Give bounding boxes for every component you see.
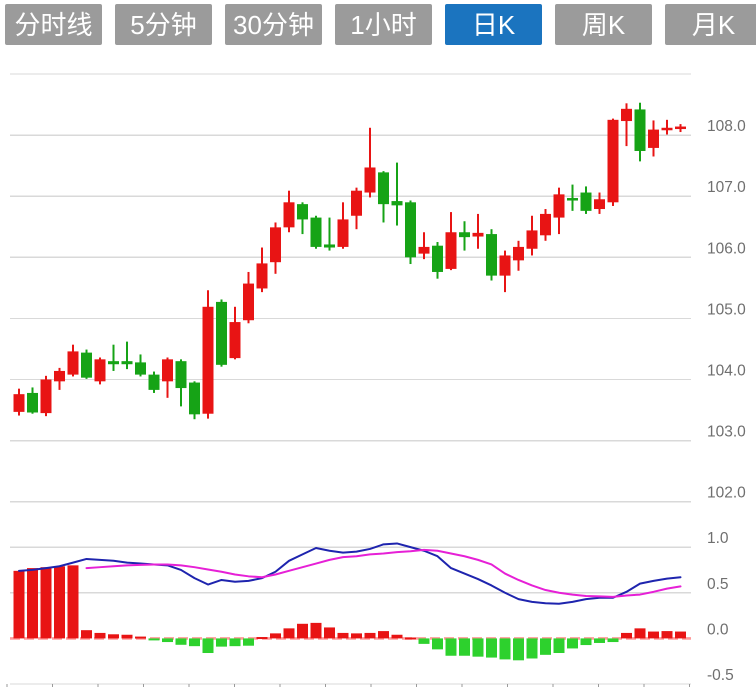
- tab-daily-k[interactable]: 日K: [445, 4, 542, 45]
- y-axis-labels: 108.0 107.0 106.0 105.0 104.0 103.0 102.0 1.0 0.…: [707, 118, 746, 684]
- svg-text:0.0: 0.0: [707, 621, 729, 638]
- period-tab-bar: 分时线 5分钟 30分钟 1小时 日K 周K 月K: [5, 4, 756, 45]
- macd-grid: [10, 546, 691, 685]
- svg-text:103.0: 103.0: [707, 424, 746, 441]
- svg-text:104.0: 104.0: [707, 363, 746, 380]
- svg-text:106.0: 106.0: [707, 240, 746, 257]
- dif-line: [18, 542, 682, 605]
- svg-text:102.0: 102.0: [707, 485, 746, 502]
- tab-monthly-k[interactable]: 月K: [665, 4, 756, 45]
- tab-5min[interactable]: 5分钟: [115, 4, 212, 45]
- svg-text:1.0: 1.0: [707, 530, 729, 547]
- tab-time-line[interactable]: 分时线: [5, 4, 102, 45]
- svg-text:0.5: 0.5: [707, 576, 729, 593]
- candles: [13, 102, 686, 420]
- tab-weekly-k[interactable]: 周K: [555, 4, 652, 45]
- svg-text:107.0: 107.0: [707, 179, 746, 196]
- dea-line: [85, 548, 682, 598]
- tab-1hour[interactable]: 1小时: [335, 4, 432, 45]
- tab-30min[interactable]: 30分钟: [225, 4, 322, 45]
- svg-text:-0.5: -0.5: [707, 667, 734, 684]
- svg-text:108.0: 108.0: [707, 118, 746, 135]
- price-grid: [10, 73, 691, 503]
- macd-histogram: [13, 565, 686, 661]
- svg-text:105.0: 105.0: [707, 301, 746, 318]
